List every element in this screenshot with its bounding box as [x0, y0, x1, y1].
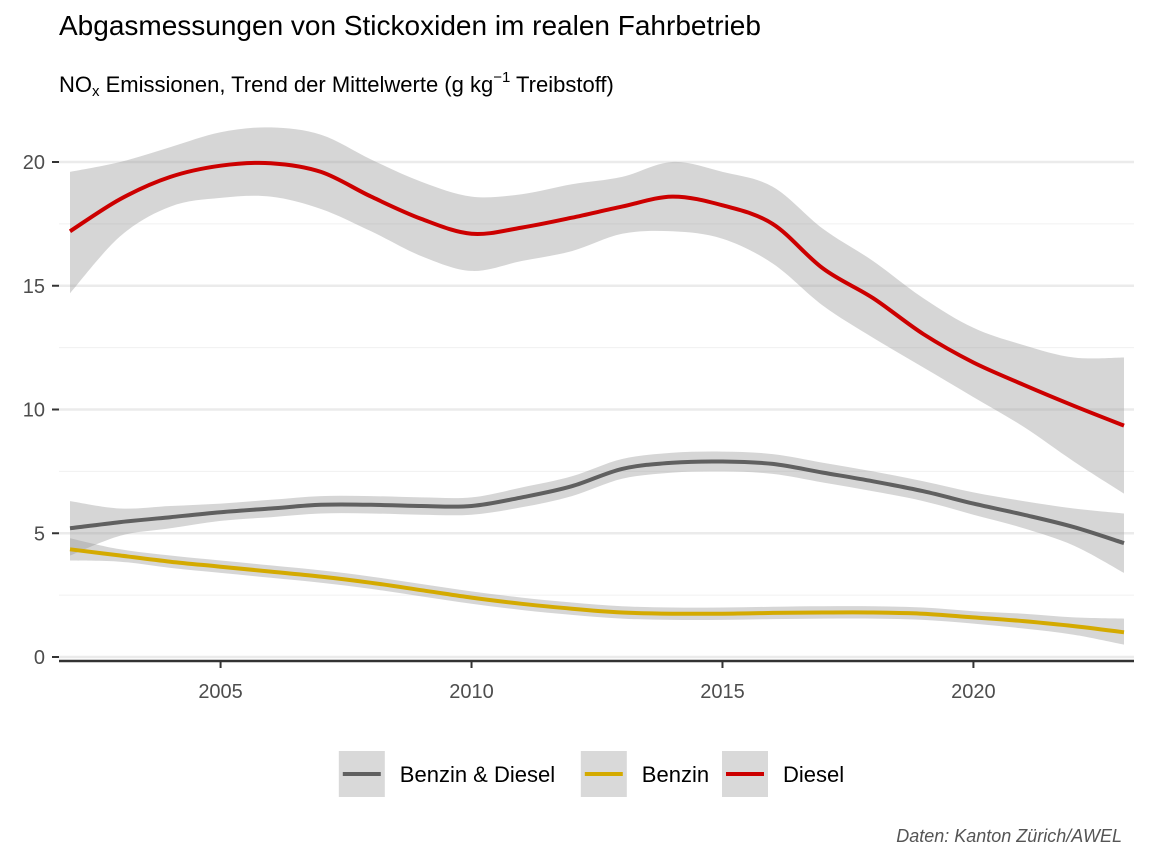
series-line — [69, 459, 1125, 546]
y-axis-ticks: 0 5 10 15 20 — [23, 152, 59, 669]
x-tick-label: 2020 — [951, 681, 996, 703]
legend-label: Diesel — [783, 762, 844, 787]
chart-subtitle: NOx Emissionen, Trend der Mittelwerte (g… — [59, 69, 614, 100]
y-tick-label: 10 — [23, 400, 45, 422]
y-tick-label: 0 — [34, 647, 45, 669]
confidence-bands — [70, 127, 1124, 645]
legend-label: Benzin — [642, 762, 709, 787]
legend-item: Benzin — [580, 751, 709, 797]
x-tick-label: 2015 — [700, 681, 745, 703]
subtitle-subscript: x — [92, 83, 100, 100]
x-axis-ticks: 2005 2010 2015 2020 — [198, 661, 996, 703]
chart-caption: Daten: Kanton Zürich/AWEL — [896, 826, 1122, 846]
x-tick-label: 2005 — [198, 681, 243, 703]
confidence-band — [70, 538, 1124, 645]
chart-title: Abgasmessungen von Stickoxiden im realen… — [59, 10, 761, 41]
y-tick-label: 5 — [34, 523, 45, 545]
legend-label: Benzin & Diesel — [400, 762, 555, 787]
subtitle-middle: Emissionen, Trend der Mittelwerte (g kg — [99, 72, 494, 97]
legend: Benzin & Diesel Benzin Diesel — [338, 751, 844, 797]
subtitle-prefix: NO — [59, 72, 92, 97]
legend-item: Diesel — [722, 751, 844, 797]
legend-item: Benzin & Diesel — [338, 751, 555, 797]
confidence-band — [70, 127, 1124, 494]
y-tick-label: 20 — [23, 152, 45, 174]
series-line — [68, 160, 1125, 428]
subtitle-suffix: Treibstoff) — [510, 72, 614, 97]
x-tick-label: 2010 — [449, 681, 494, 703]
y-tick-label: 15 — [23, 276, 45, 298]
confidence-band — [70, 451, 1124, 573]
subtitle-superscript: −1 — [493, 69, 511, 86]
grid-lines — [59, 160, 1134, 659]
series-line — [69, 547, 1125, 635]
series-lines — [68, 160, 1125, 635]
